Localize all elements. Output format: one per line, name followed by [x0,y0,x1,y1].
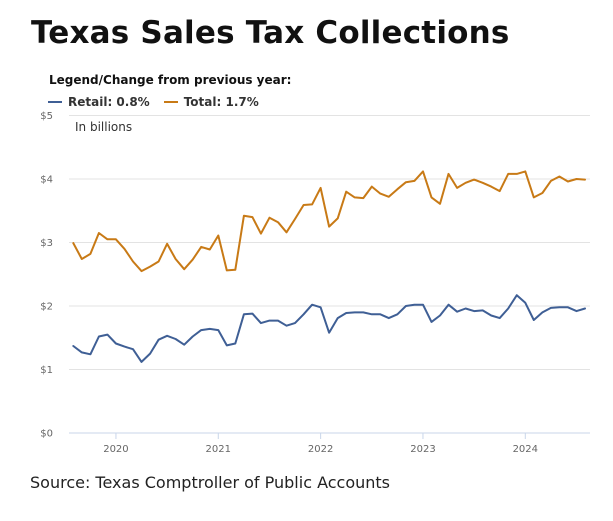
legend-swatch-total [163,101,178,103]
y-tick-label: $5 [40,111,53,122]
y-tick-label: $3 [40,238,53,249]
legend-swatch-retail [48,101,62,103]
legend-title: Legend/Change from previous year: [49,73,292,87]
legend-label-retail: Retail: 0.8% [68,95,150,109]
gridlines [69,115,590,434]
legend-item-total[interactable]: Total: 1.7% [163,95,259,109]
legend-item-retail[interactable]: Retail: 0.8% [48,95,150,109]
units-note: In billions [75,120,132,134]
x-tick-label: 2023 [410,444,435,455]
series-line-total[interactable] [72,170,586,273]
y-tick-label: $2 [40,302,53,313]
x-axis-ticks: 2020 2021 2022 2023 2024 [103,433,538,455]
x-tick-label: 2022 [308,444,333,455]
y-axis-ticks: $0 $1 $2 $3 $4 $5 [40,111,53,440]
x-tick-label: 2021 [206,444,231,455]
x-tick-label: 2024 [513,444,538,455]
legend-label-total: Total: 1.7% [183,95,259,109]
y-tick-label: $0 [40,429,53,440]
y-tick-label: $1 [40,365,53,376]
legend: Retail: 0.8% Total: 1.7% [48,95,273,109]
y-tick-label: $4 [40,175,53,186]
chart-title: Texas Sales Tax Collections [31,15,510,51]
x-tick-label: 2020 [103,444,128,455]
source-note: Source: Texas Comptroller of Public Acco… [30,473,391,492]
series-lines [72,170,586,363]
series-line-retail[interactable] [72,294,586,363]
